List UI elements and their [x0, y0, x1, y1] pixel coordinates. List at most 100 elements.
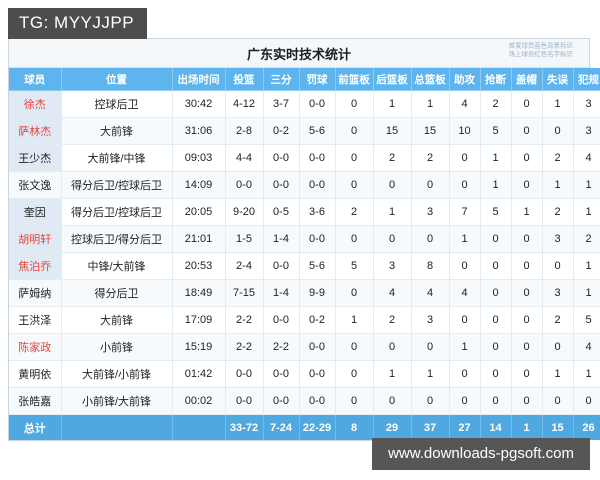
stat-fg: 4-4 — [225, 144, 264, 172]
player-position: 中锋/大前锋 — [61, 252, 173, 280]
col-header-fg[interactable]: 投篮 — [225, 68, 264, 91]
stat-assists: 0 — [449, 171, 481, 199]
stat-assists: 1 — [449, 333, 481, 361]
stat-three-point: 0-0 — [263, 306, 300, 334]
stat-three-point: 0-0 — [263, 360, 300, 388]
stat-free-throw: 3-6 — [299, 198, 336, 226]
stat-fouls: 1 — [573, 360, 600, 388]
stat-free-throw: 0-0 — [299, 387, 336, 415]
stat-three-point: 2-2 — [263, 333, 300, 361]
stat-minutes: 20:53 — [172, 252, 226, 280]
stat-total-reb: 0 — [411, 333, 450, 361]
stat-off-reb: 0 — [335, 171, 374, 199]
stat-steals: 5 — [480, 117, 512, 145]
stat-turnovers: 2 — [542, 144, 574, 172]
col-header-position[interactable]: 位置 — [61, 68, 173, 91]
stat-turnovers: 0 — [542, 387, 574, 415]
player-name[interactable]: 萨林杰 — [9, 117, 62, 145]
stat-steals: 0 — [480, 333, 512, 361]
player-stats-table: 球员 位置 出场时间 投篮 三分 罚球 前篮板 后篮板 总篮板 助攻 抢断 盖帽… — [9, 68, 600, 440]
player-name[interactable]: 焦泊乔 — [9, 252, 62, 280]
totals-position — [61, 414, 173, 440]
stat-fouls: 1 — [573, 198, 600, 226]
stat-three-point: 1-4 — [263, 279, 300, 307]
stat-def-reb: 1 — [373, 360, 412, 388]
stat-off-reb: 0 — [335, 279, 374, 307]
player-name[interactable]: 王少杰 — [9, 144, 62, 172]
stat-total-reb: 2 — [411, 144, 450, 172]
stat-total-reb: 3 — [411, 306, 450, 334]
player-position: 大前锋 — [61, 306, 173, 334]
player-name[interactable]: 徐杰 — [9, 90, 62, 118]
stat-fg: 2-2 — [225, 306, 264, 334]
stat-turnovers: 1 — [542, 90, 574, 118]
stat-turnovers: 1 — [542, 171, 574, 199]
col-header-reb[interactable]: 总篮板 — [411, 68, 450, 91]
col-header-tov[interactable]: 失误 — [542, 68, 574, 91]
player-name[interactable]: 奎因 — [9, 198, 62, 226]
stat-fouls: 2 — [573, 225, 600, 253]
col-header-ft[interactable]: 罚球 — [299, 68, 336, 91]
stat-fg: 2-8 — [225, 117, 264, 145]
stat-fg: 1-5 — [225, 225, 264, 253]
col-header-minutes[interactable]: 出场时间 — [172, 68, 226, 91]
stat-blocks: 0 — [511, 387, 543, 415]
stat-fg: 9-20 — [225, 198, 264, 226]
totals-fg: 33-72 — [225, 414, 264, 440]
col-header-stl[interactable]: 抢断 — [480, 68, 512, 91]
stat-free-throw: 0-0 — [299, 225, 336, 253]
col-header-blk[interactable]: 盖帽 — [511, 68, 543, 91]
stat-blocks: 0 — [511, 360, 543, 388]
stat-off-reb: 0 — [335, 144, 374, 172]
col-header-ast[interactable]: 助攻 — [449, 68, 481, 91]
stat-assists: 1 — [449, 225, 481, 253]
stat-three-point: 0-0 — [263, 171, 300, 199]
player-name[interactable]: 张皓嘉 — [9, 387, 62, 415]
legend: 首发球员蓝色背景标识 场上球员红色名字标识 — [509, 42, 573, 59]
player-name[interactable]: 张文逸 — [9, 171, 62, 199]
stat-turnovers: 3 — [542, 225, 574, 253]
tg-badge: TG: MYYJJPP — [8, 8, 148, 39]
stat-def-reb: 4 — [373, 279, 412, 307]
stat-minutes: 00:02 — [172, 387, 226, 415]
player-name[interactable]: 萨姆纳 — [9, 279, 62, 307]
stat-total-reb: 0 — [411, 171, 450, 199]
player-position: 大前锋 — [61, 117, 173, 145]
stat-minutes: 18:49 — [172, 279, 226, 307]
col-header-3p[interactable]: 三分 — [263, 68, 300, 91]
col-header-oreb[interactable]: 前篮板 — [335, 68, 374, 91]
stat-steals: 2 — [480, 90, 512, 118]
totals-assists: 27 — [449, 414, 481, 440]
totals-free-throw: 22-29 — [299, 414, 336, 440]
player-name[interactable]: 陈家政 — [9, 333, 62, 361]
player-name[interactable]: 黄明依 — [9, 360, 62, 388]
totals-steals: 14 — [480, 414, 512, 440]
player-name[interactable]: 王洪泽 — [9, 306, 62, 334]
stat-minutes: 31:06 — [172, 117, 226, 145]
totals-three-point: 7-24 — [263, 414, 300, 440]
stat-three-point: 0-0 — [263, 387, 300, 415]
player-name[interactable]: 胡明轩 — [9, 225, 62, 253]
stat-blocks: 0 — [511, 279, 543, 307]
stat-total-reb: 3 — [411, 198, 450, 226]
stat-assists: 0 — [449, 360, 481, 388]
col-header-player[interactable]: 球员 — [9, 68, 62, 91]
stat-total-reb: 1 — [411, 360, 450, 388]
col-header-dreb[interactable]: 后篮板 — [373, 68, 412, 91]
col-header-pf[interactable]: 犯规 — [573, 68, 600, 91]
stat-free-throw: 5-6 — [299, 252, 336, 280]
stat-turnovers: 2 — [542, 306, 574, 334]
stat-off-reb: 0 — [335, 90, 374, 118]
